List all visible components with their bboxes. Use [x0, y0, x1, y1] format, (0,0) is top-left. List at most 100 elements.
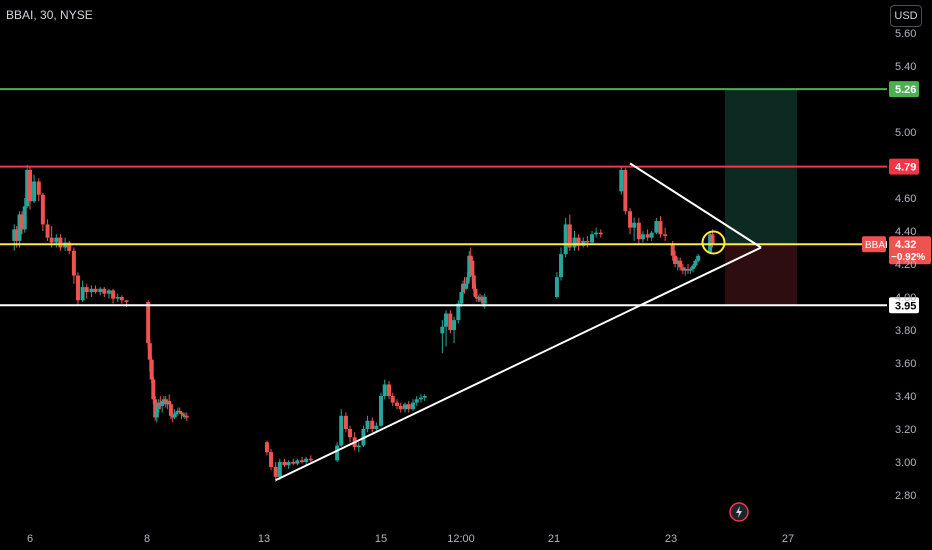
last-change-label: −0.92%	[891, 252, 925, 263]
highlight-circle	[701, 230, 726, 255]
candle-body	[181, 414, 186, 416]
candle-body	[448, 313, 453, 330]
candle-body	[675, 260, 680, 264]
candle-body	[465, 277, 470, 284]
candle-body	[468, 255, 473, 261]
candle-body	[554, 277, 559, 297]
y-tick-label: 4.20	[895, 259, 916, 271]
x-tick-label: 12:00	[447, 533, 475, 545]
candle-body	[473, 288, 478, 297]
x-tick-label: 6	[27, 533, 33, 545]
candle-body	[80, 287, 85, 301]
symbol-title: BBAI, 30, NYSE	[6, 8, 93, 22]
y-tick-label: 4.60	[895, 193, 916, 205]
candle-body	[14, 229, 19, 241]
candle-body	[146, 301, 151, 344]
candle-body	[594, 232, 599, 235]
x-tick-label: 23	[665, 533, 677, 545]
candle-body	[40, 194, 45, 225]
candle-body	[172, 414, 177, 418]
candle-body	[464, 283, 469, 289]
last-price-label: 4.32	[895, 239, 916, 251]
candle-body	[19, 214, 24, 230]
candle-body	[379, 396, 383, 426]
y-tick-label: 5.60	[895, 28, 916, 40]
candle-body	[678, 260, 683, 268]
candle-body	[304, 458, 309, 462]
candle-body	[387, 384, 391, 396]
candle-body	[28, 169, 32, 202]
loss-zone	[725, 244, 797, 306]
candle-body	[559, 254, 564, 278]
y-tick-label: 5.40	[895, 61, 916, 73]
candle-body	[67, 242, 72, 251]
resistance-price-label: 4.79	[895, 162, 916, 174]
candle-body	[710, 234, 715, 245]
candle-body	[54, 237, 59, 243]
candle-body	[365, 420, 370, 429]
candle-body	[273, 466, 278, 477]
candle-body	[619, 169, 624, 192]
symbol-badge-label: BBAI	[865, 240, 888, 251]
candle-body	[286, 462, 291, 466]
candle-body	[160, 400, 165, 406]
candle-body	[147, 343, 152, 360]
candle-body	[403, 404, 407, 410]
candle-body	[32, 181, 37, 202]
candle-body	[282, 462, 287, 466]
currency-button[interactable]: USD	[890, 5, 922, 27]
candle-body	[398, 405, 403, 410]
candle-body	[177, 410, 182, 413]
candle-body	[89, 288, 94, 293]
x-tick-label: 13	[258, 533, 270, 545]
candle-body	[300, 460, 305, 462]
y-tick-label: 3.20	[895, 424, 916, 436]
candle-body	[628, 211, 633, 228]
candle-body	[585, 240, 590, 243]
candle-body	[406, 404, 411, 410]
candle-body	[264, 442, 269, 453]
candle-body	[156, 402, 161, 410]
candle-body	[277, 462, 282, 477]
candle-body	[382, 384, 387, 396]
candle-body	[184, 415, 189, 418]
candle-body	[49, 237, 54, 243]
candle-body	[440, 326, 445, 334]
candle-body	[680, 267, 685, 271]
candle-body	[598, 232, 603, 235]
candle-body	[654, 221, 659, 233]
y-tick-label: 3.80	[895, 325, 916, 337]
y-tick-label: 5.00	[895, 127, 916, 139]
candle-body	[335, 445, 340, 461]
x-tick-label: 15	[375, 533, 387, 545]
resistance-price-tag	[889, 158, 919, 175]
candle-body	[632, 222, 637, 228]
candle-body	[58, 237, 63, 248]
candle-body	[343, 415, 348, 429]
candle-body	[115, 297, 120, 299]
candle-body	[645, 234, 650, 238]
candle-body	[149, 359, 154, 380]
candle-body	[151, 379, 156, 400]
candle-body	[75, 275, 80, 301]
candle-body	[308, 458, 313, 461]
candle-body	[17, 214, 22, 241]
candle-body	[576, 237, 581, 246]
candle-body	[25, 169, 30, 207]
candle-body	[269, 452, 274, 467]
candle-body	[168, 404, 173, 416]
support-price-tag	[889, 297, 919, 314]
candle-body	[370, 420, 375, 429]
target-price-label: 5.26	[895, 84, 916, 96]
y-tick-label: 4.00	[895, 292, 916, 304]
candle-body	[414, 399, 419, 403]
candle-body	[686, 268, 690, 271]
candle-body	[174, 412, 179, 415]
candle-body	[471, 275, 476, 289]
candle-body	[422, 396, 427, 398]
candle-body	[84, 287, 89, 293]
y-tick-label: 2.80	[895, 490, 916, 502]
symbol-badge	[862, 236, 886, 253]
last-price-tag	[889, 236, 931, 265]
